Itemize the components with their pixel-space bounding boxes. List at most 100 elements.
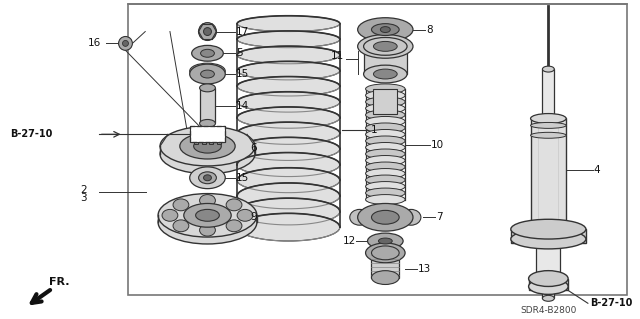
Text: 14: 14 — [236, 101, 250, 111]
Ellipse shape — [543, 115, 554, 122]
Ellipse shape — [365, 168, 405, 178]
Ellipse shape — [371, 271, 399, 285]
Bar — [218, 130, 221, 144]
Ellipse shape — [237, 209, 253, 221]
Ellipse shape — [531, 132, 566, 138]
Ellipse shape — [184, 204, 231, 227]
Ellipse shape — [226, 199, 242, 211]
Bar — [209, 130, 213, 144]
Text: 1: 1 — [371, 125, 377, 135]
Ellipse shape — [200, 84, 216, 92]
Ellipse shape — [365, 156, 405, 165]
Text: 8: 8 — [426, 25, 433, 34]
Text: 7: 7 — [436, 212, 442, 222]
Ellipse shape — [173, 199, 189, 211]
Text: 16: 16 — [88, 38, 100, 48]
Ellipse shape — [237, 213, 340, 241]
Ellipse shape — [365, 97, 405, 107]
Text: 6: 6 — [250, 143, 257, 153]
Ellipse shape — [194, 139, 221, 153]
Ellipse shape — [204, 175, 211, 181]
Text: B-27-10: B-27-10 — [10, 129, 52, 139]
Ellipse shape — [200, 224, 216, 236]
Ellipse shape — [237, 31, 340, 48]
Ellipse shape — [365, 149, 405, 159]
Ellipse shape — [365, 195, 405, 204]
Ellipse shape — [358, 204, 413, 231]
Ellipse shape — [365, 116, 405, 126]
Ellipse shape — [531, 222, 566, 232]
Ellipse shape — [198, 172, 216, 184]
Ellipse shape — [529, 271, 568, 286]
Text: 3: 3 — [81, 193, 87, 203]
Ellipse shape — [200, 195, 216, 206]
Ellipse shape — [200, 49, 214, 57]
Ellipse shape — [196, 209, 220, 221]
Ellipse shape — [173, 220, 189, 232]
Ellipse shape — [401, 209, 421, 225]
Ellipse shape — [364, 37, 407, 55]
Ellipse shape — [237, 168, 340, 193]
Ellipse shape — [365, 243, 405, 263]
Bar — [189, 126, 225, 142]
Ellipse shape — [365, 182, 405, 191]
Bar — [371, 253, 399, 278]
Ellipse shape — [365, 84, 405, 94]
Text: 10: 10 — [431, 140, 444, 150]
Ellipse shape — [237, 46, 340, 64]
Ellipse shape — [158, 201, 257, 244]
Ellipse shape — [365, 103, 405, 113]
Text: 15: 15 — [236, 69, 250, 79]
Text: 12: 12 — [342, 236, 356, 246]
Bar — [536, 239, 560, 280]
Text: 11: 11 — [331, 51, 344, 61]
Text: 9: 9 — [250, 212, 257, 222]
Ellipse shape — [191, 45, 223, 61]
Ellipse shape — [511, 229, 586, 249]
Ellipse shape — [529, 278, 568, 294]
Text: SDR4-B2800: SDR4-B2800 — [520, 306, 577, 315]
Ellipse shape — [365, 130, 405, 139]
Text: 5: 5 — [236, 48, 243, 58]
Ellipse shape — [189, 167, 225, 189]
Text: 2: 2 — [81, 185, 87, 195]
Ellipse shape — [365, 175, 405, 185]
Bar — [189, 126, 225, 142]
Ellipse shape — [371, 211, 399, 224]
Ellipse shape — [531, 122, 566, 128]
Bar — [129, 4, 627, 295]
Ellipse shape — [350, 209, 369, 225]
Ellipse shape — [371, 24, 399, 35]
Ellipse shape — [237, 16, 340, 32]
Ellipse shape — [189, 64, 225, 84]
Bar — [529, 278, 568, 290]
Ellipse shape — [237, 107, 340, 128]
Text: 17: 17 — [236, 26, 250, 37]
Ellipse shape — [237, 137, 340, 160]
Ellipse shape — [160, 134, 255, 174]
Circle shape — [204, 28, 211, 35]
Ellipse shape — [237, 77, 340, 96]
Ellipse shape — [380, 26, 390, 33]
Ellipse shape — [365, 136, 405, 146]
Ellipse shape — [358, 18, 413, 41]
Ellipse shape — [543, 295, 554, 301]
Ellipse shape — [374, 69, 397, 79]
Ellipse shape — [158, 194, 257, 237]
Ellipse shape — [511, 219, 586, 239]
Ellipse shape — [237, 183, 340, 209]
Ellipse shape — [358, 34, 413, 58]
Ellipse shape — [531, 114, 566, 123]
Bar — [364, 46, 407, 74]
Ellipse shape — [536, 277, 560, 285]
Ellipse shape — [378, 238, 392, 244]
Bar — [511, 229, 586, 243]
Bar — [202, 130, 205, 144]
Text: 13: 13 — [418, 264, 431, 274]
Text: 15: 15 — [236, 173, 250, 183]
Ellipse shape — [200, 120, 216, 127]
Ellipse shape — [237, 152, 340, 176]
Ellipse shape — [162, 209, 178, 221]
Bar — [543, 286, 554, 298]
Ellipse shape — [365, 123, 405, 133]
